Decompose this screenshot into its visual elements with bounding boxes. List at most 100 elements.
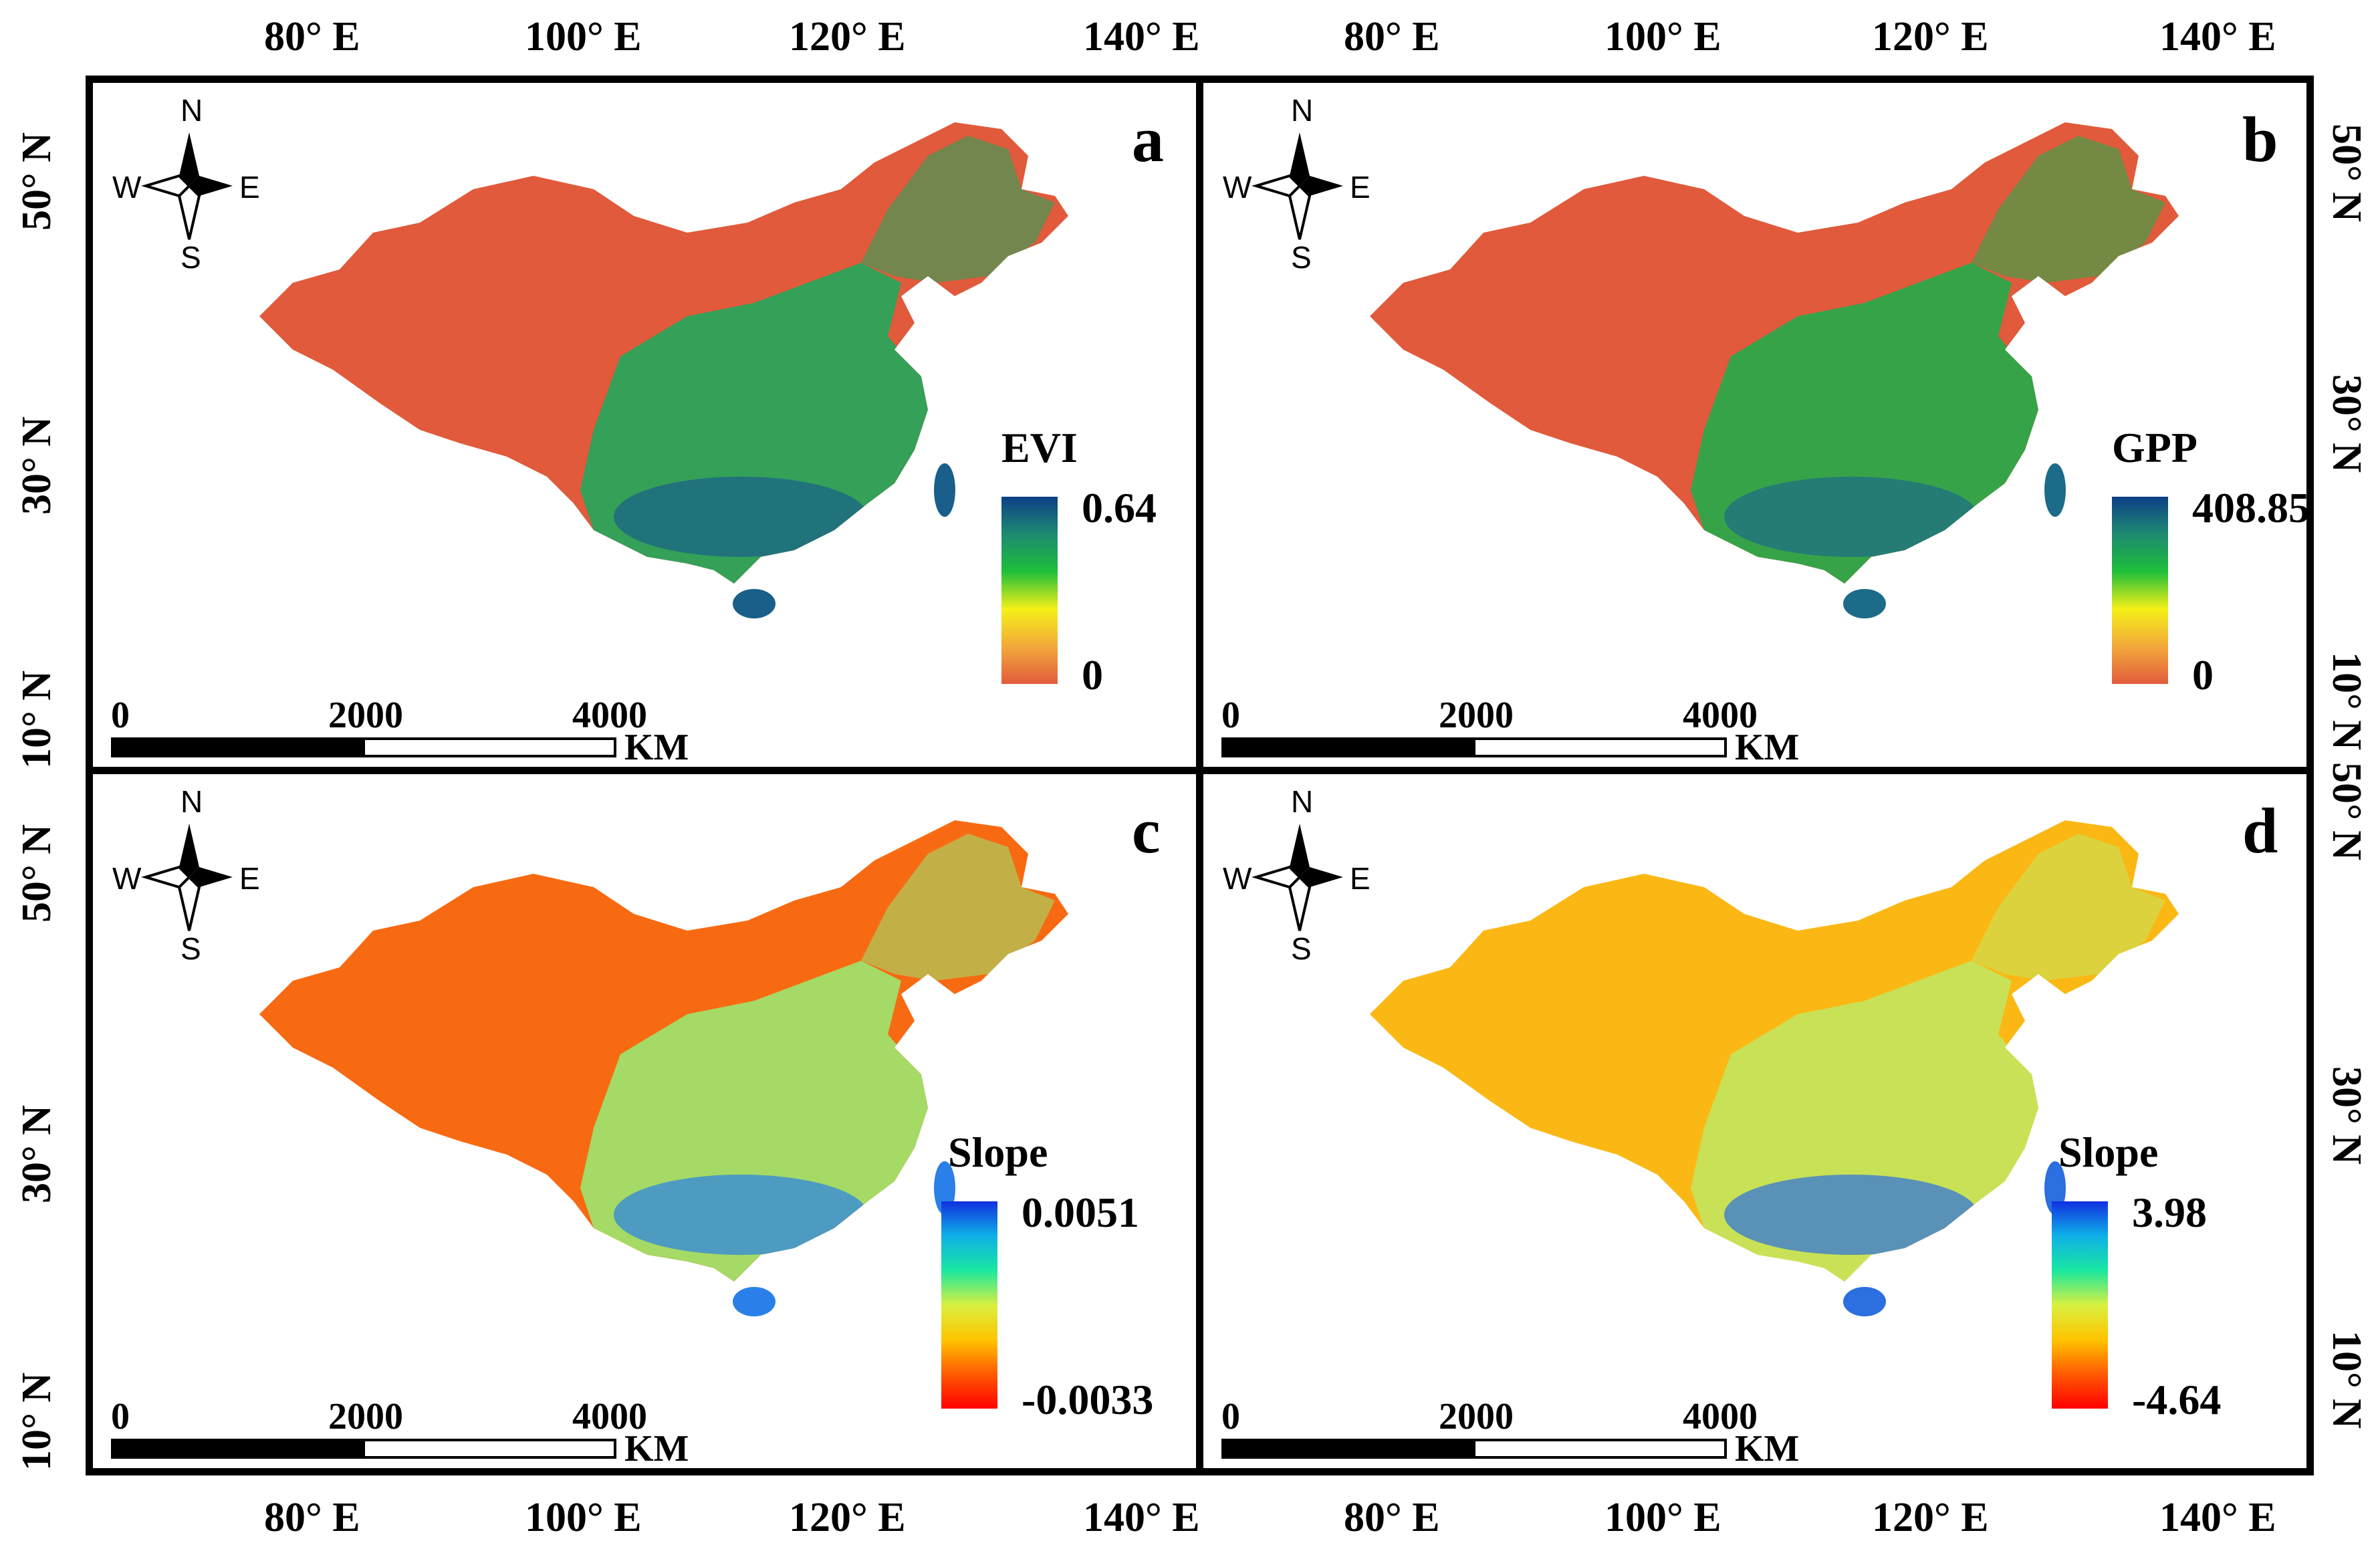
- china-map: [259, 122, 1068, 618]
- compass-east-arrow: [1300, 176, 1343, 196]
- country-region-northeast: [861, 136, 1055, 283]
- legend-min-value: -4.64: [2132, 1376, 2222, 1423]
- legend-title: Slope: [2058, 1128, 2159, 1176]
- legend-min-value: 0: [2192, 651, 2214, 699]
- compass-e-label: E: [1350, 861, 1371, 896]
- scale-bar: 0 2000 4000 KM: [111, 1395, 753, 1469]
- panel-letter: a: [1132, 104, 1164, 175]
- country-region-south: [614, 477, 868, 557]
- scale-unit: KM: [1735, 727, 1800, 768]
- scale-bar-black: [1221, 1439, 1475, 1459]
- compass-w-label: W: [112, 861, 142, 896]
- legend-title: GPP: [2112, 424, 2197, 471]
- lat-label: 50° N: [2324, 124, 2369, 223]
- compass-rose: N S E W: [106, 784, 266, 971]
- compass-w-label: W: [112, 170, 142, 205]
- legend-max-value: 3.98: [2132, 1189, 2207, 1236]
- scale-unit: KM: [1735, 1428, 1800, 1469]
- legend-title: EVI: [1001, 424, 1078, 471]
- lon-label: 100° E: [1604, 14, 1721, 59]
- scale-bar-white: [362, 737, 616, 757]
- country-region-south: [1724, 477, 1978, 557]
- compass-north-arrow: [1290, 132, 1310, 186]
- island-taiwan: [934, 463, 955, 517]
- scale-tick-4000: 4000: [572, 695, 647, 736]
- lat-label: 30° N: [14, 1104, 60, 1203]
- compass-n-label: N: [1291, 93, 1314, 128]
- compass-e-label: E: [239, 170, 260, 205]
- legend-colorbar: [941, 1201, 997, 1409]
- lat-label: 10° N: [14, 1372, 60, 1471]
- island-taiwan: [2044, 463, 2066, 517]
- panel-letter: d: [2242, 795, 2278, 866]
- island-hainan: [1843, 589, 1886, 618]
- country-region-northeast: [1972, 136, 2165, 283]
- compass-n-label: N: [1291, 784, 1314, 819]
- island-hainan: [733, 589, 776, 618]
- scale-bar-black: [1221, 737, 1475, 757]
- legend-max-value: 0.0051: [1022, 1189, 1139, 1236]
- scale-tick-4000: 4000: [572, 1396, 647, 1437]
- country-region-northeast: [861, 834, 1055, 981]
- scale-tick-0: 0: [111, 1396, 130, 1437]
- lon-label: 80° E: [264, 14, 360, 59]
- scale-tick-4000: 4000: [1683, 695, 1758, 736]
- map-panel-c: c N S E W 0 2000 4000 KM Slope 0.0051 -0.0033: [86, 767, 1203, 1475]
- lon-label: 140° E: [1083, 14, 1200, 59]
- compass-w-label: W: [1223, 861, 1252, 896]
- lat-label: 30° N: [14, 416, 60, 515]
- compass-n-label: N: [181, 784, 203, 819]
- legend-colorbar: [2112, 497, 2168, 684]
- lat-label: 50° N: [14, 132, 60, 231]
- legend-colorbar: [1001, 497, 1058, 684]
- compass-north-arrow: [179, 824, 199, 877]
- scale-bar: 0 2000 4000 KM: [1221, 694, 1863, 768]
- panel-frame-d: [1196, 767, 2314, 1475]
- compass-s-label: S: [1291, 240, 1312, 275]
- compass-e-label: E: [239, 861, 260, 896]
- map-panel-d: d N S E W 0 2000 4000 KM Slope 3.98 -4.64: [1196, 767, 2314, 1475]
- compass-s-label: S: [181, 931, 201, 966]
- lon-label: 120° E: [1872, 14, 1989, 59]
- scale-bar-white: [1473, 737, 1727, 757]
- compass-north-arrow: [179, 132, 199, 186]
- compass-west-arrow: [141, 865, 191, 889]
- lon-label: 140° E: [2159, 14, 2276, 59]
- compass-north-arrow: [1290, 824, 1310, 877]
- compass-rose-icon: [141, 824, 233, 931]
- compass-west-arrow: [1252, 174, 1302, 198]
- compass-west-arrow: [141, 174, 191, 198]
- lat-label: 50° N: [2324, 762, 2369, 861]
- scale-unit: KM: [624, 1428, 689, 1469]
- scale-tick-0: 0: [1221, 695, 1240, 736]
- scale-bar-black: [111, 1439, 365, 1459]
- lon-label: 140° E: [1083, 1495, 1200, 1540]
- legend-min-value: 0: [1082, 651, 1103, 699]
- map-panel-a: a N S E W 0 2000 4000 KM EVI 0.64 0: [86, 76, 1203, 774]
- scale-tick-2000: 2000: [1439, 1396, 1514, 1437]
- compass-rose: N S E W: [1216, 92, 1377, 279]
- panel-letter: c: [1132, 795, 1161, 866]
- lat-label: 10° N: [2324, 652, 2369, 751]
- lat-label: 30° N: [2324, 1066, 2369, 1165]
- lon-label: 100° E: [525, 1495, 642, 1540]
- lon-label: 120° E: [789, 1495, 906, 1540]
- scale-bar: 0 2000 4000 KM: [111, 694, 753, 768]
- scale-bar: 0 2000 4000 KM: [1221, 1395, 1863, 1469]
- legend-title: Slope: [948, 1128, 1048, 1176]
- compass-e-label: E: [1350, 170, 1371, 205]
- scale-tick-0: 0: [111, 695, 130, 736]
- lat-label: 30° N: [2324, 374, 2369, 473]
- lon-label: 100° E: [1604, 1495, 1721, 1540]
- lon-label: 80° E: [1344, 14, 1440, 59]
- country-region-northeast: [1972, 834, 2165, 981]
- compass-rose-icon: [141, 132, 233, 240]
- scale-tick-4000: 4000: [1683, 1396, 1758, 1437]
- compass-west-arrow: [1252, 865, 1302, 889]
- scale-unit: KM: [624, 727, 689, 768]
- country-region-south: [1724, 1175, 1978, 1255]
- scale-tick-0: 0: [1221, 1396, 1240, 1437]
- compass-east-arrow: [189, 867, 233, 887]
- compass-n-label: N: [181, 93, 203, 128]
- scale-tick-2000: 2000: [1439, 695, 1514, 736]
